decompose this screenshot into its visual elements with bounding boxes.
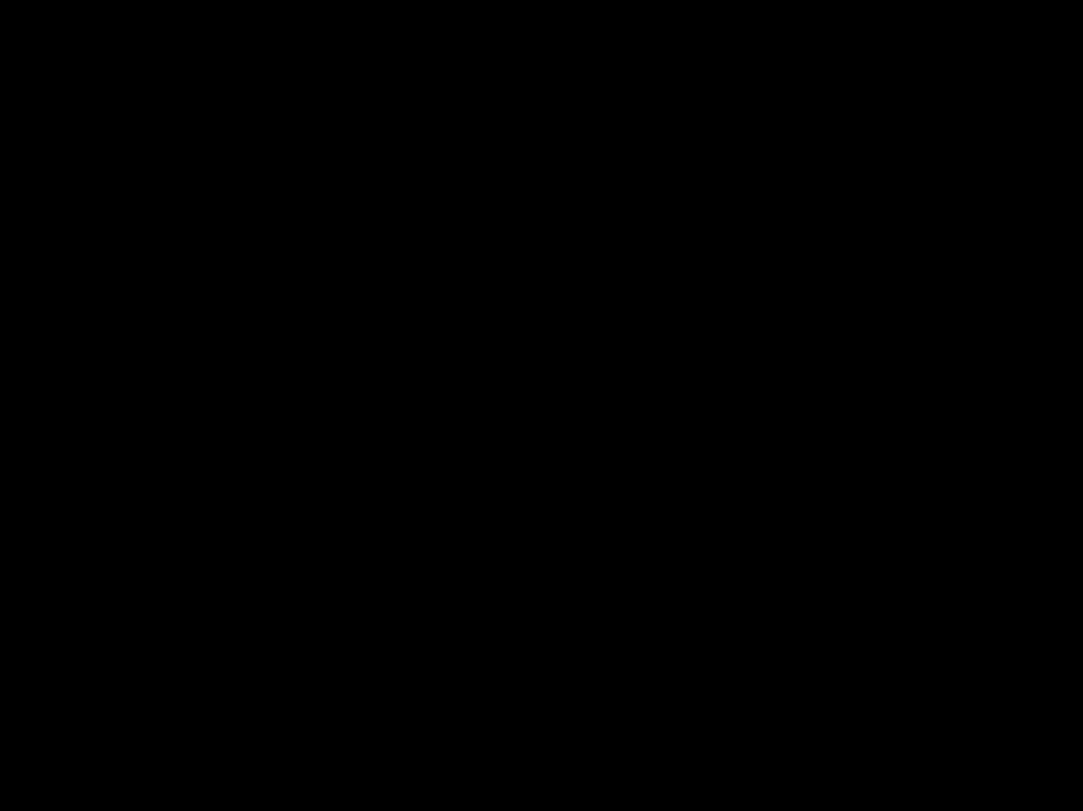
island-small-3 bbox=[30, 422, 74, 470]
landmass-archipelago bbox=[0, 306, 240, 378]
meridian-black-line bbox=[27, 77, 299, 203]
map-corner-sea bbox=[1045, 788, 1083, 811]
island-svalbard-3 bbox=[344, 262, 372, 280]
island-svalbard-2 bbox=[330, 300, 364, 318]
landmass-south-greenland bbox=[342, 606, 430, 662]
hudson-bay bbox=[110, 430, 256, 636]
day-grid-lines bbox=[27, 77, 299, 203]
radar-site-marker bbox=[0, 0, 5, 5]
legend-margin bbox=[1040, 32, 1083, 792]
landmass-canada-arctic bbox=[0, 50, 252, 298]
velocity-colorbar bbox=[1015, 40, 1038, 42]
day-landmasses bbox=[0, 0, 556, 800]
island-small-2 bbox=[98, 390, 126, 408]
island-svalbard bbox=[258, 264, 338, 304]
island-small-1 bbox=[118, 336, 140, 360]
landmass-labrador-tip bbox=[204, 746, 256, 800]
landmass-greenland bbox=[238, 0, 556, 228]
